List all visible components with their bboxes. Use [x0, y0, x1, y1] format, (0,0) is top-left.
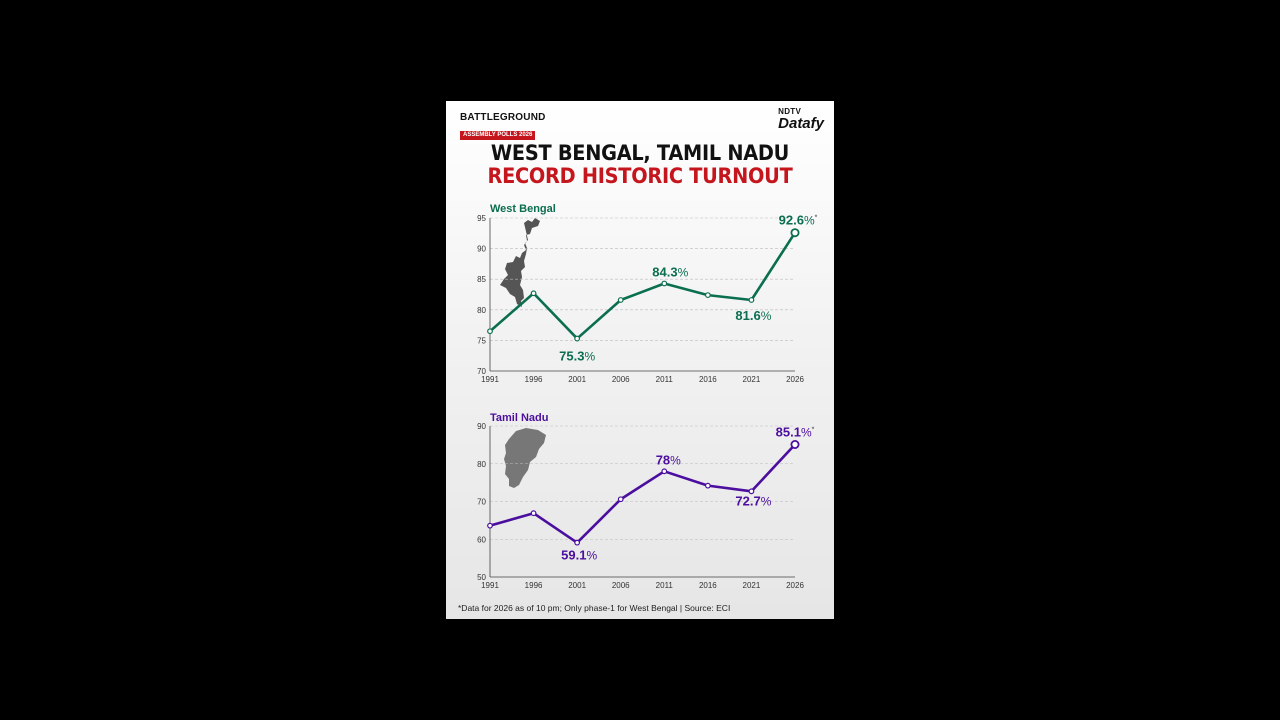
- x-tick-label: 2026: [786, 375, 804, 384]
- logo-top-text: NDTV: [778, 107, 802, 116]
- y-tick-label: 80: [477, 306, 486, 315]
- battleground-brand: BATTLEGROUND ASSEMBLY POLLS 2026: [460, 112, 546, 141]
- x-tick-label: 2016: [699, 581, 717, 590]
- x-tick-label: 2006: [612, 581, 630, 590]
- infographic-card: BATTLEGROUND ASSEMBLY POLLS 2026 NDTV Da…: [446, 101, 834, 619]
- data-point: [704, 482, 711, 489]
- y-tick-label: 90: [477, 422, 486, 431]
- data-label: 81.6%: [735, 308, 771, 323]
- data-point: [617, 496, 624, 503]
- y-tick-label: 70: [477, 498, 486, 507]
- brand-subtitle: ASSEMBLY POLLS 2026: [460, 131, 536, 140]
- chart-title-tamil-nadu: Tamil Nadu: [490, 412, 548, 424]
- x-tick-label: 1991: [481, 375, 499, 384]
- x-tick-label: 2001: [568, 375, 586, 384]
- y-tick-label: 50: [477, 573, 486, 582]
- data-point: [790, 439, 800, 449]
- x-tick-label: 1996: [525, 375, 543, 384]
- data-point: [748, 297, 755, 303]
- logo-main-text: Datafy: [778, 115, 824, 132]
- y-tick-label: 95: [477, 214, 486, 223]
- page-title-line1: WEST BENGAL, TAMIL NADU: [490, 141, 790, 165]
- x-tick-label: 2016: [699, 375, 717, 384]
- x-tick-label: 2006: [612, 375, 630, 384]
- data-point: [574, 539, 581, 546]
- data-label: 59.1%: [561, 548, 597, 563]
- data-point: [617, 297, 624, 303]
- data-point: [574, 335, 581, 342]
- footnote: *Data for 2026 as of 10 pm; Only phase-1…: [458, 603, 731, 613]
- y-tick-label: 60: [477, 535, 486, 544]
- page-title-line2: RECORD HISTORIC TURNOUT: [487, 164, 793, 188]
- y-tick-label: 85: [477, 275, 486, 284]
- x-tick-label: 2001: [568, 581, 586, 590]
- tamil-nadu-map-icon: [504, 428, 546, 488]
- x-tick-label: 2026: [786, 581, 804, 590]
- x-tick-label: 1991: [481, 581, 499, 590]
- data-label: 92.6%*: [779, 213, 818, 228]
- data-point: [530, 510, 537, 517]
- y-tick-label: 80: [477, 460, 486, 469]
- data-point: [661, 280, 668, 287]
- x-tick-label: 2021: [743, 375, 761, 384]
- data-label: 85.1%*: [776, 424, 815, 439]
- data-point: [790, 228, 800, 238]
- x-tick-label: 1996: [525, 581, 543, 590]
- west-bengal-map-icon: [500, 218, 540, 307]
- data-point: [487, 522, 493, 529]
- series-line-west-bengal: [489, 231, 797, 340]
- y-tick-label: 90: [477, 245, 486, 254]
- data-label: 72.7%: [735, 493, 771, 508]
- turnout-charts: West Bengal 70 75 80 85 90 95 1991 1996 2001 2006 2…: [477, 203, 818, 590]
- brand-name: BATTLEGROUND: [460, 112, 546, 123]
- data-point: [748, 488, 755, 495]
- data-label: 84.3%: [652, 264, 688, 279]
- ndtv-datafy-logo: NDTV Datafy: [778, 107, 824, 132]
- series-line-tamil-nadu: [489, 443, 796, 544]
- data-point: [487, 328, 493, 335]
- data-point: [704, 292, 711, 299]
- data-point: [530, 290, 537, 297]
- y-tick-label: 75: [477, 336, 486, 345]
- y-tick-label: 70: [477, 367, 486, 376]
- x-tick-label: 2021: [743, 581, 761, 590]
- data-label: 78%: [656, 452, 681, 467]
- chart-title-west-bengal: West Bengal: [490, 203, 556, 215]
- x-tick-label: 2011: [656, 375, 674, 384]
- data-point: [661, 468, 668, 475]
- data-label: 75.3%: [559, 349, 595, 364]
- x-tick-label: 2011: [656, 581, 674, 590]
